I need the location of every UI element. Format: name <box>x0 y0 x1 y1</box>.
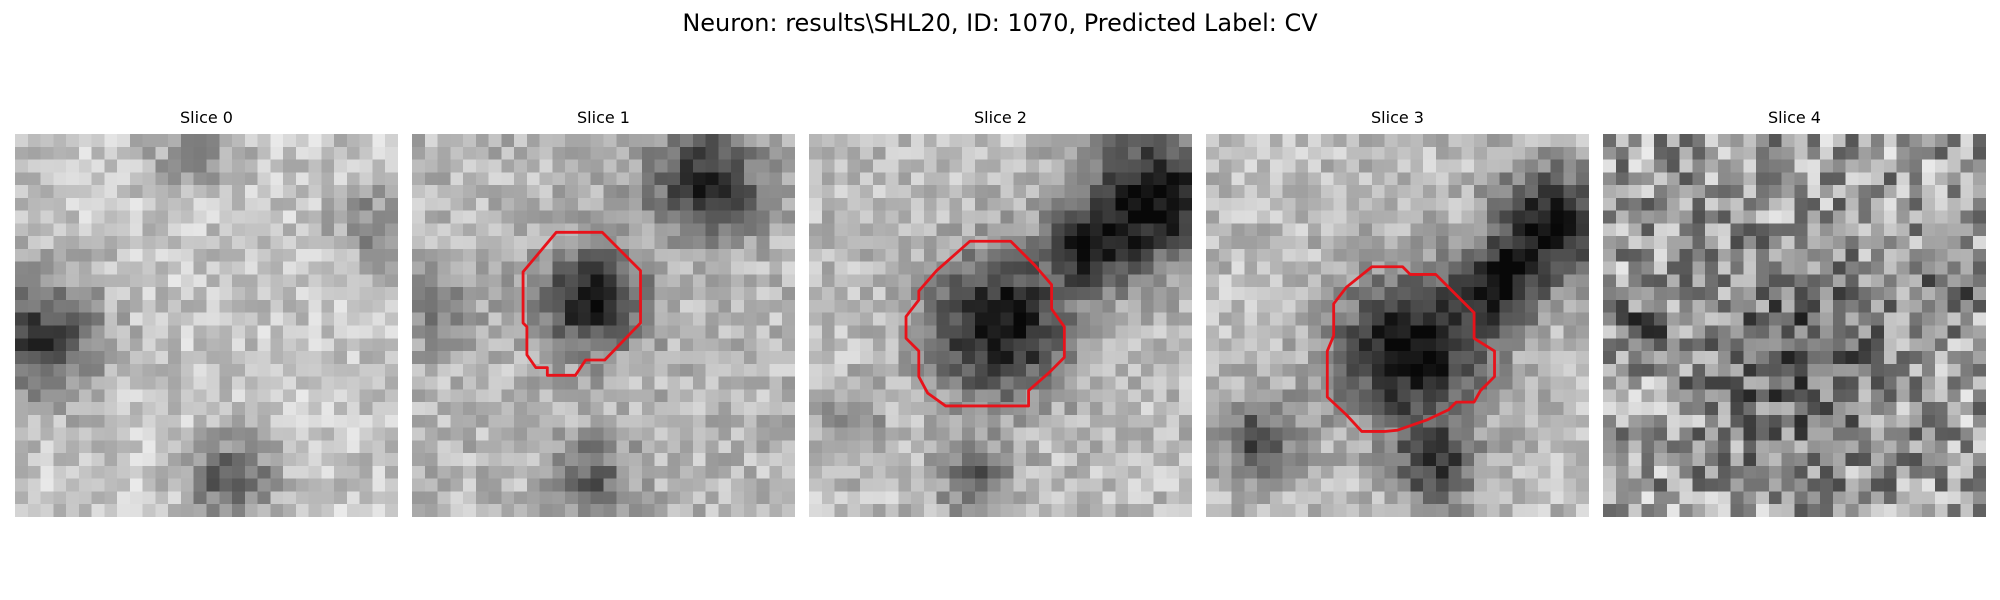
slice-image-2 <box>809 134 1192 517</box>
segmentation-contour-3 <box>1325 265 1496 433</box>
slice-title-0: Slice 0 <box>180 108 233 127</box>
slice-image-0 <box>15 134 398 517</box>
slice-title-1: Slice 1 <box>577 108 630 127</box>
slice-title-2: Slice 2 <box>974 108 1027 127</box>
figure-title: Neuron: results\SHL20, ID: 1070, Predict… <box>682 9 1318 37</box>
slice-image-4 <box>1603 134 1986 517</box>
slice-title-4: Slice 4 <box>1768 108 1821 127</box>
segmentation-contour-2 <box>904 239 1066 408</box>
slice-title-3: Slice 3 <box>1371 108 1424 127</box>
slice-image-1 <box>412 134 795 517</box>
slice-image-3 <box>1206 134 1589 517</box>
segmentation-contour-1 <box>521 230 642 377</box>
